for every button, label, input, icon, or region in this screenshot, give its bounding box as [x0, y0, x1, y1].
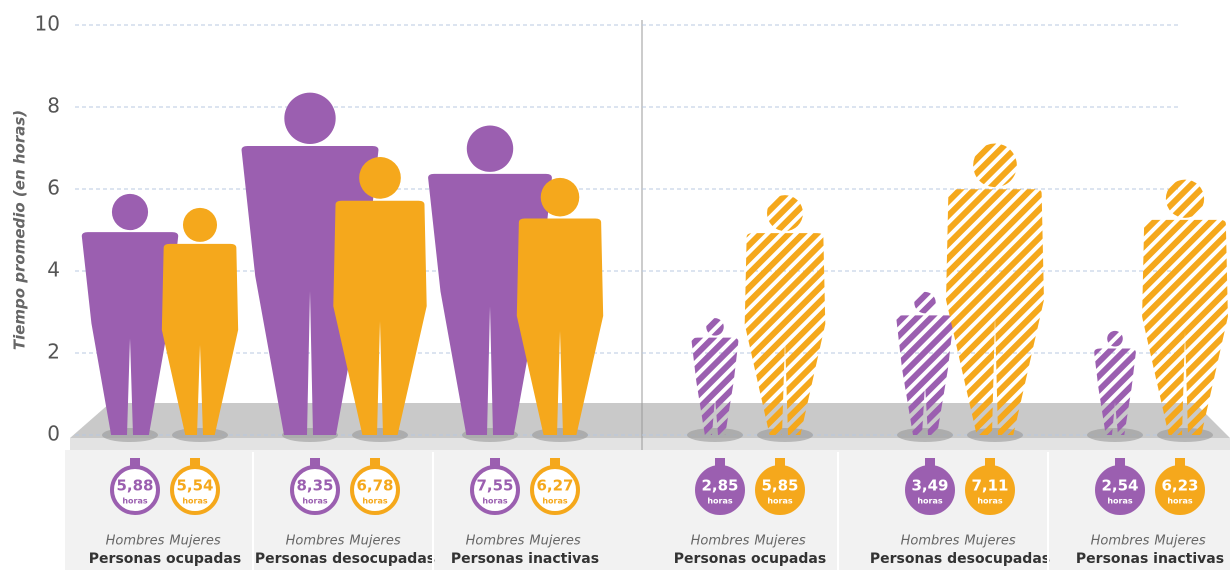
shadow	[757, 428, 813, 442]
stopwatch-button	[370, 458, 380, 466]
value-label: 6,23	[1161, 477, 1198, 495]
floor	[70, 403, 1230, 438]
chart: Tiempo promedio (en horas) 0 2 4 6 8 10 5,88 ho…	[0, 0, 1230, 570]
value-label: 7,11	[971, 477, 1008, 495]
stopwatch-button	[130, 458, 140, 466]
shadow	[687, 428, 743, 442]
unit-label: horas	[542, 497, 568, 506]
unit-label: horas	[767, 497, 793, 506]
unit-label: horas	[977, 497, 1003, 506]
series-label: Hombres	[286, 534, 345, 549]
stopwatch-button	[1115, 458, 1125, 466]
stopwatch-button	[715, 458, 725, 466]
category-label: Personas inactivas	[451, 551, 599, 567]
series-label: Hombres	[691, 534, 750, 549]
unit-label: horas	[707, 497, 733, 506]
series-label: Mujeres	[169, 534, 220, 549]
y-tick-label: 4	[47, 258, 60, 282]
value-label: 6,27	[536, 477, 573, 495]
value-label: 6,78	[356, 477, 393, 495]
value-label: 2,54	[1101, 477, 1138, 495]
category-label: Personas ocupadas	[89, 551, 241, 567]
value-label: 8,35	[296, 477, 333, 495]
series-label: Hombres	[466, 534, 525, 549]
category-label: Personas desocupadas	[870, 551, 1050, 567]
value-label: 7,55	[476, 477, 513, 495]
unit-label: horas	[122, 497, 148, 506]
stopwatch-button	[775, 458, 785, 466]
series-label: Hombres	[901, 534, 960, 549]
floor-edge	[70, 438, 1230, 450]
stopwatch-button	[190, 458, 200, 466]
y-tick-label: 2	[47, 340, 60, 364]
category-label: Personas desocupadas	[255, 551, 435, 567]
unit-label: horas	[917, 497, 943, 506]
shadow	[1157, 428, 1213, 442]
unit-label: horas	[482, 497, 508, 506]
y-tick-label: 10	[35, 12, 60, 36]
unit-label: horas	[362, 497, 388, 506]
category-label: Personas ocupadas	[674, 551, 826, 567]
category-label: Personas inactivas	[1076, 551, 1224, 567]
series-label: Mujeres	[349, 534, 400, 549]
unit-label: horas	[1167, 497, 1193, 506]
series-label: Hombres	[1091, 534, 1150, 549]
value-label: 5,88	[116, 477, 153, 495]
shadow	[532, 428, 588, 442]
stopwatch-button	[490, 458, 500, 466]
stopwatch-button	[310, 458, 320, 466]
y-tick-label: 0	[47, 422, 60, 446]
person-bar	[946, 143, 1044, 435]
series-label: Mujeres	[964, 534, 1015, 549]
shadow	[352, 428, 408, 442]
value-label: 2,85	[701, 477, 738, 495]
shadow	[1087, 428, 1143, 442]
value-label: 3,49	[911, 477, 948, 495]
series-label: Mujeres	[1154, 534, 1205, 549]
stopwatch-button	[985, 458, 995, 466]
series-label: Mujeres	[529, 534, 580, 549]
value-label: 5,85	[761, 477, 798, 495]
value-label: 5,54	[176, 477, 213, 495]
shadow	[967, 428, 1023, 442]
stopwatch-button	[925, 458, 935, 466]
series-label: Hombres	[106, 534, 165, 549]
unit-label: horas	[1107, 497, 1133, 506]
shadow	[897, 428, 953, 442]
unit-label: horas	[302, 497, 328, 506]
stopwatch-button	[550, 458, 560, 466]
y-tick-label: 6	[47, 176, 60, 200]
unit-label: horas	[182, 497, 208, 506]
person-bar	[745, 195, 826, 435]
y-tick-label: 8	[47, 94, 60, 118]
person-bar	[1142, 180, 1228, 435]
series-label: Mujeres	[754, 534, 805, 549]
y-axis-label: Tiempo promedio (en horas)	[11, 110, 29, 350]
shadow	[172, 428, 228, 442]
stopwatch-button	[1175, 458, 1185, 466]
